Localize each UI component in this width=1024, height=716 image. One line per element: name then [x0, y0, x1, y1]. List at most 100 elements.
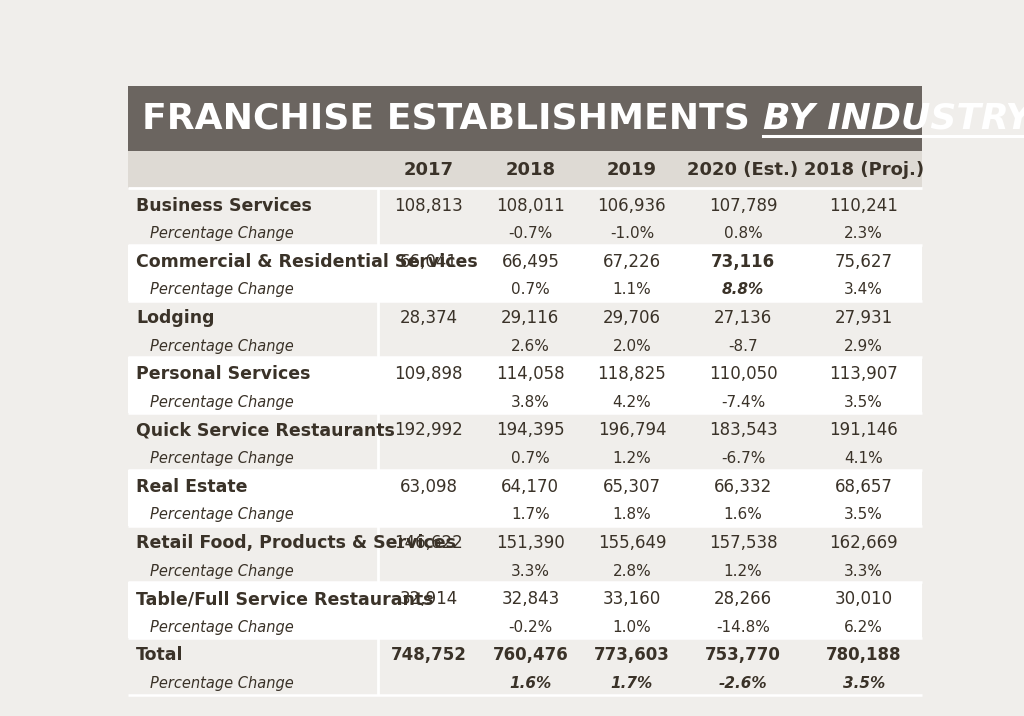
Text: 1.6%: 1.6% [509, 676, 552, 691]
Text: 780,188: 780,188 [826, 647, 901, 664]
Bar [128, 582, 922, 639]
Text: 748,752: 748,752 [391, 647, 467, 664]
Text: 3.5%: 3.5% [844, 508, 883, 523]
Text: 29,706: 29,706 [603, 309, 660, 327]
Bar [128, 301, 922, 357]
Text: 1.7%: 1.7% [610, 676, 653, 691]
Text: -2.6%: -2.6% [719, 676, 767, 691]
Text: Business Services: Business Services [136, 197, 312, 215]
Text: -6.7%: -6.7% [721, 451, 765, 466]
Text: Quick Service Restaurants: Quick Service Restaurants [136, 422, 395, 440]
Bar [128, 639, 922, 695]
Text: 110,050: 110,050 [709, 365, 777, 383]
Text: 196,794: 196,794 [598, 422, 667, 440]
Text: -0.2%: -0.2% [508, 620, 553, 635]
Text: -8.7: -8.7 [728, 339, 758, 354]
Text: 157,538: 157,538 [709, 534, 777, 552]
Text: 3.5%: 3.5% [843, 676, 885, 691]
Text: Lodging: Lodging [136, 309, 214, 327]
Text: 151,390: 151,390 [496, 534, 564, 552]
Text: 753,770: 753,770 [706, 647, 781, 664]
Text: 1.1%: 1.1% [612, 282, 651, 297]
Text: Percentage Change: Percentage Change [151, 508, 294, 523]
Text: 67,226: 67,226 [603, 253, 662, 271]
Text: 32,914: 32,914 [399, 590, 458, 608]
Text: 6.2%: 6.2% [844, 620, 883, 635]
Text: 773,603: 773,603 [594, 647, 670, 664]
Text: 2019: 2019 [607, 160, 657, 179]
Text: 3.3%: 3.3% [844, 563, 883, 579]
Text: BY INDUSTRY: BY INDUSTRY [763, 102, 1024, 135]
Text: Percentage Change: Percentage Change [151, 676, 294, 691]
Text: 2.9%: 2.9% [844, 339, 883, 354]
Text: Percentage Change: Percentage Change [151, 563, 294, 579]
Text: 1.8%: 1.8% [612, 508, 651, 523]
Text: 760,476: 760,476 [493, 647, 568, 664]
Text: 110,241: 110,241 [829, 197, 898, 215]
Text: 30,010: 30,010 [835, 590, 893, 608]
Text: 28,374: 28,374 [399, 309, 458, 327]
Text: 27,931: 27,931 [835, 309, 893, 327]
Text: 1.2%: 1.2% [612, 451, 651, 466]
Text: 113,907: 113,907 [829, 365, 898, 383]
Text: 3.5%: 3.5% [844, 395, 883, 410]
Text: 162,669: 162,669 [829, 534, 898, 552]
Text: 146,622: 146,622 [394, 534, 463, 552]
Text: 2018: 2018 [505, 160, 555, 179]
Text: 108,011: 108,011 [496, 197, 564, 215]
Text: 73,116: 73,116 [711, 253, 775, 271]
Text: 192,992: 192,992 [394, 422, 463, 440]
Text: Percentage Change: Percentage Change [151, 339, 294, 354]
Text: 75,627: 75,627 [835, 253, 893, 271]
Text: 155,649: 155,649 [598, 534, 667, 552]
Text: 183,543: 183,543 [709, 422, 777, 440]
Text: 2.3%: 2.3% [844, 226, 883, 241]
Text: 33,160: 33,160 [603, 590, 662, 608]
Text: Commercial & Residential Services: Commercial & Residential Services [136, 253, 477, 271]
Text: 118,825: 118,825 [598, 365, 667, 383]
Text: 68,657: 68,657 [835, 478, 893, 495]
Text: 29,116: 29,116 [501, 309, 559, 327]
Text: FRANCHISE ESTABLISHMENTS: FRANCHISE ESTABLISHMENTS [142, 102, 763, 135]
Text: 2017: 2017 [403, 160, 454, 179]
Bar [128, 470, 922, 526]
Text: -7.4%: -7.4% [721, 395, 765, 410]
Text: 107,789: 107,789 [709, 197, 777, 215]
Text: 28,266: 28,266 [714, 590, 772, 608]
Text: 63,098: 63,098 [399, 478, 458, 495]
Text: Table/Full Service Restaurants: Table/Full Service Restaurants [136, 590, 433, 608]
Text: 1.7%: 1.7% [511, 508, 550, 523]
Bar [128, 188, 922, 245]
Text: Real Estate: Real Estate [136, 478, 248, 495]
Text: 1.0%: 1.0% [612, 620, 651, 635]
Text: Percentage Change: Percentage Change [151, 620, 294, 635]
Text: -1.0%: -1.0% [610, 226, 654, 241]
Text: Percentage Change: Percentage Change [151, 395, 294, 410]
Text: 2020 (Est.): 2020 (Est.) [687, 160, 799, 179]
Text: Personal Services: Personal Services [136, 365, 310, 383]
Text: 191,146: 191,146 [829, 422, 898, 440]
Text: 66,041: 66,041 [399, 253, 458, 271]
Text: Percentage Change: Percentage Change [151, 451, 294, 466]
Text: 0.7%: 0.7% [511, 282, 550, 297]
Text: 106,936: 106,936 [598, 197, 667, 215]
Text: 3.3%: 3.3% [511, 563, 550, 579]
Text: 2018 (Proj.): 2018 (Proj.) [804, 160, 924, 179]
Text: Retail Food, Products & Services: Retail Food, Products & Services [136, 534, 456, 552]
Text: Percentage Change: Percentage Change [151, 282, 294, 297]
Bar [128, 413, 922, 470]
Text: 4.2%: 4.2% [612, 395, 651, 410]
Text: 32,843: 32,843 [501, 590, 559, 608]
Text: 0.8%: 0.8% [724, 226, 763, 241]
Bar [128, 357, 922, 413]
Text: 65,307: 65,307 [603, 478, 660, 495]
Bar [128, 526, 922, 582]
Text: Total: Total [136, 647, 183, 664]
Text: 66,332: 66,332 [714, 478, 772, 495]
Text: 194,395: 194,395 [496, 422, 564, 440]
Text: -14.8%: -14.8% [716, 620, 770, 635]
Bar [128, 86, 922, 151]
Text: 0.7%: 0.7% [511, 451, 550, 466]
Text: 8.8%: 8.8% [722, 282, 764, 297]
Text: 114,058: 114,058 [496, 365, 564, 383]
